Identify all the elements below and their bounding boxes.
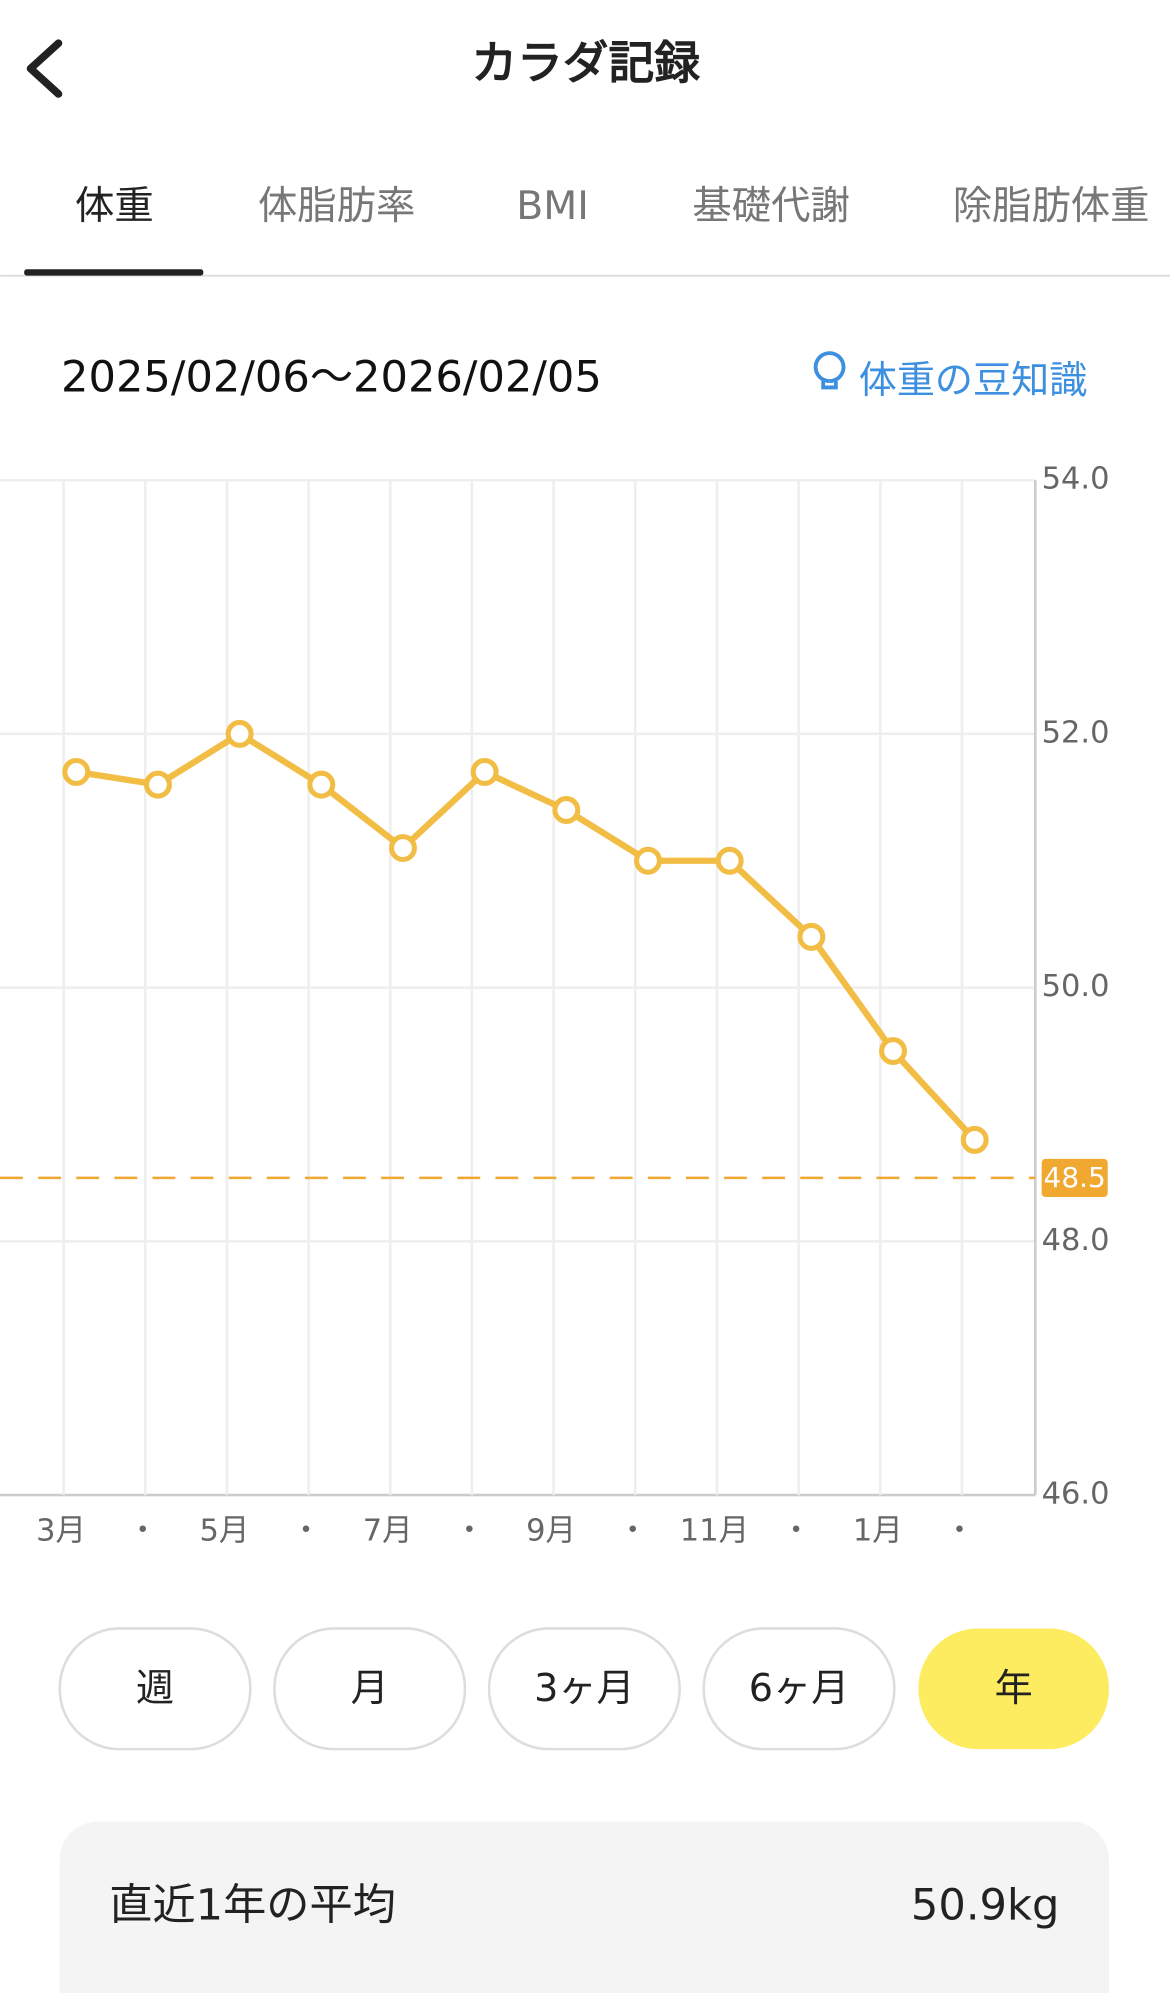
x-tick-label: 1月 bbox=[853, 1513, 903, 1548]
x-tick-label: 5月 bbox=[199, 1513, 249, 1548]
data-point bbox=[307, 770, 336, 799]
summary-card bbox=[59, 1821, 1109, 1993]
y-tick-label: 52.0 bbox=[1042, 715, 1110, 750]
target-badge bbox=[1041, 1158, 1108, 1197]
data-point bbox=[715, 846, 744, 875]
period-button[interactable] bbox=[273, 1627, 467, 1751]
tab[interactable]: 体重 bbox=[75, 183, 154, 229]
x-tick-label: ・ bbox=[618, 1513, 648, 1548]
x-tick-label: ・ bbox=[454, 1513, 484, 1548]
x-tick-label: ・ bbox=[291, 1513, 321, 1548]
period-label: 月 bbox=[351, 1666, 389, 1710]
data-point bbox=[470, 757, 499, 786]
y-tick-label: 48.0 bbox=[1042, 1223, 1110, 1258]
tab[interactable]: 除脂肪体重 bbox=[953, 183, 1150, 229]
weight-line bbox=[75, 730, 978, 1142]
x-tick-label: ・ bbox=[127, 1513, 157, 1548]
y-tick-label: 46.0 bbox=[1042, 1477, 1110, 1512]
page-title: カラダ記録 bbox=[471, 37, 700, 90]
period-label: 6ヶ月 bbox=[749, 1666, 849, 1710]
tab-indicator bbox=[24, 269, 204, 276]
period-button[interactable] bbox=[58, 1627, 252, 1751]
data-point bbox=[62, 757, 91, 786]
x-tick-label: 3月 bbox=[36, 1513, 86, 1548]
data-point bbox=[797, 922, 826, 951]
period-label: 3ヶ月 bbox=[534, 1666, 634, 1710]
period-button[interactable] bbox=[702, 1627, 896, 1751]
tab[interactable]: 基礎代謝 bbox=[692, 183, 849, 229]
y-tick-label: 54.0 bbox=[1042, 462, 1110, 497]
x-tick-label: 9月 bbox=[526, 1513, 576, 1548]
period-selector: 週 月 3ヶ月 6ヶ月 年 bbox=[58, 1627, 1109, 1751]
x-tick-label: ・ bbox=[781, 1513, 811, 1548]
x-tick-label: 11月 bbox=[680, 1513, 749, 1548]
y-tick-label: 50.0 bbox=[1042, 969, 1110, 1004]
data-point bbox=[225, 719, 254, 748]
summary-value: 50.9kg bbox=[911, 1880, 1060, 1930]
tab[interactable]: BMI bbox=[516, 183, 589, 229]
x-tick-label: 7月 bbox=[363, 1513, 413, 1548]
tab-bar: 体重 体脂肪率 BMI 基礎代謝 除脂肪体重 bbox=[0, 183, 1170, 277]
data-point bbox=[389, 834, 417, 863]
bulb-icon bbox=[813, 351, 846, 390]
data-point bbox=[879, 1037, 908, 1066]
summary-label: 直近1年の平均 bbox=[109, 1880, 396, 1930]
tips-link[interactable]: 体重の豆知識 bbox=[813, 351, 1088, 402]
back-button[interactable] bbox=[26, 39, 63, 98]
chart: 46.048.050.052.054.03月・ 5月・ 7月・ 9月・ 11月・ 1月 ・4… bbox=[0, 462, 1110, 1548]
period-label: 年 bbox=[995, 1666, 1033, 1710]
date-range: 2025/02/06〜2026/02/05 bbox=[61, 352, 602, 402]
period-button[interactable] bbox=[918, 1628, 1109, 1750]
data-point bbox=[634, 846, 662, 875]
tab[interactable]: 体脂肪率 bbox=[258, 183, 415, 229]
data-point bbox=[960, 1125, 989, 1154]
period-label: 週 bbox=[136, 1666, 174, 1710]
period-button[interactable] bbox=[487, 1627, 681, 1751]
x-tick-label: ・ bbox=[944, 1513, 974, 1548]
data-point bbox=[552, 796, 581, 824]
tips-text: 体重の豆知識 bbox=[859, 358, 1088, 402]
data-point bbox=[143, 770, 172, 799]
target-label: 48.5 bbox=[1044, 1161, 1106, 1194]
